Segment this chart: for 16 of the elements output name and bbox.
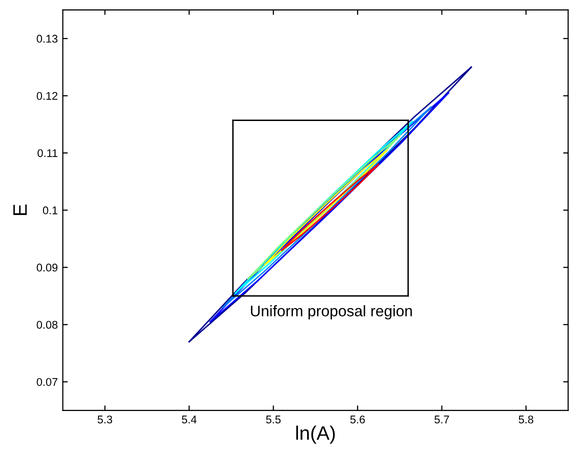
annotation: Uniform proposal region <box>250 305 412 320</box>
y-tick-label: 0.08 <box>36 320 58 329</box>
y-tick-label: 0.07 <box>36 378 58 386</box>
y-tick-label: 0.13 <box>36 34 58 43</box>
y-axis-title: E <box>13 204 27 216</box>
y-tick-label: 0.09 <box>36 264 58 272</box>
x-tick-label: 5.3 <box>98 416 112 424</box>
x-tick-label: 5.8 <box>518 416 534 424</box>
x-tick-label: 5.5 <box>266 416 281 424</box>
y-tick-label: 0.11 <box>38 149 58 158</box>
x-axis-title: ln(A) <box>296 426 335 444</box>
x-tick-label: 5.4 <box>182 416 197 424</box>
x-tick-label: 5.6 <box>350 416 365 424</box>
x-tick-label: 5.7 <box>434 416 449 424</box>
y-tick-label: 0.1 <box>42 206 58 214</box>
y-tick-label: 0.12 <box>36 92 58 100</box>
